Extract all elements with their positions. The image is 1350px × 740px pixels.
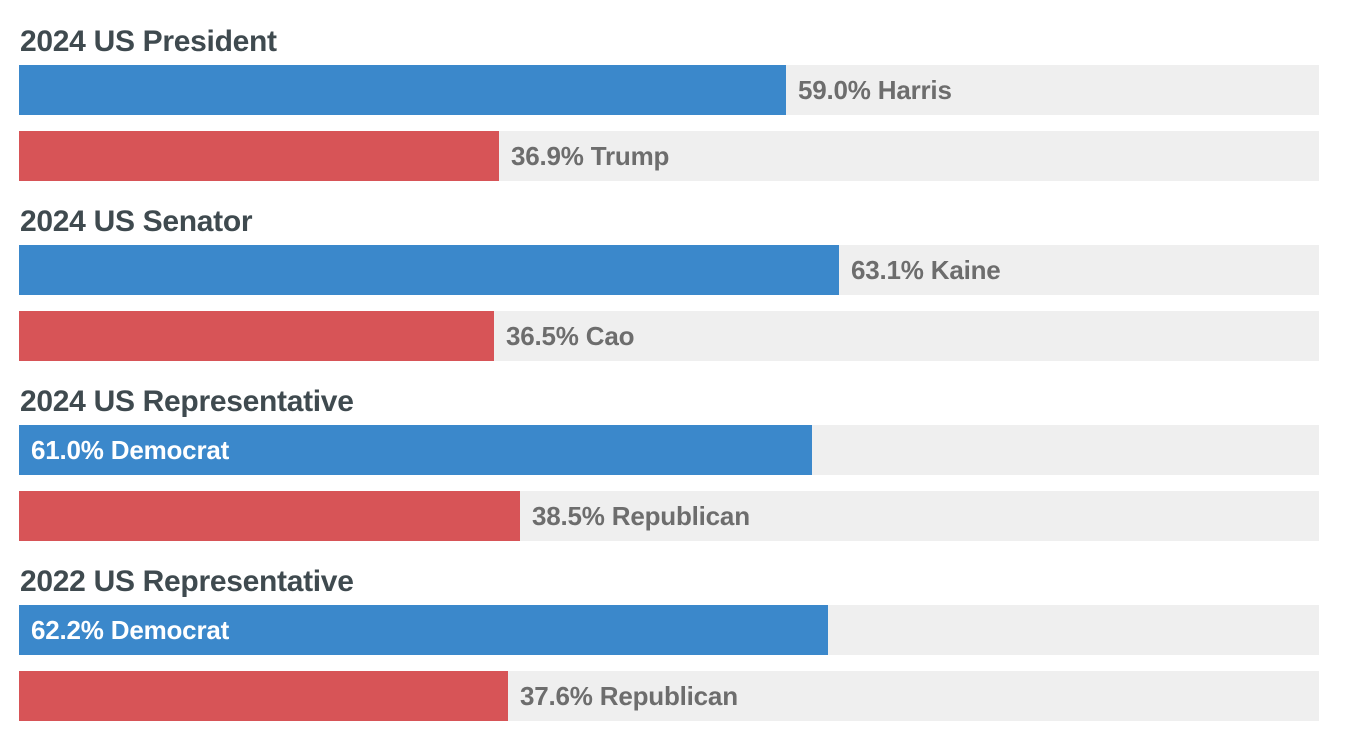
- race-title: 2024 US Senator: [20, 205, 253, 238]
- democrat-bar-track: 61.0% Democrat: [19, 425, 1319, 475]
- republican-bar-label: 37.6% Republican: [520, 681, 738, 711]
- democrat-bar-track: 63.1% Kaine: [19, 245, 1319, 295]
- democrat-bar-track: 59.0% Harris: [19, 65, 1319, 115]
- democrat-bar-track: 62.2% Democrat: [19, 605, 1319, 655]
- democrat-bar-label: 63.1% Kaine: [851, 255, 1001, 285]
- democrat-bar: [19, 65, 786, 115]
- race-group: 2024 US Senator 63.1% Kaine 36.5% Cao: [19, 198, 1319, 378]
- democrat-bar-label: 61.0% Democrat: [31, 435, 230, 465]
- race-group: 2024 US President 59.0% Harris 36.9% Trump: [19, 18, 1319, 198]
- election-results-chart: 2024 US President 59.0% Harris 36.9% Trump…: [19, 18, 1319, 738]
- republican-bar-label: 36.5% Cao: [506, 321, 635, 351]
- republican-bar-track: 38.5% Republican: [19, 491, 1319, 541]
- republican-bar-label: 38.5% Republican: [532, 501, 750, 531]
- race-group: 2022 US Representative 62.2% Democrat 37.6…: [19, 558, 1319, 738]
- democrat-bar: [19, 425, 812, 475]
- democrat-bar: [19, 605, 828, 655]
- republican-bar-label: 36.9% Trump: [511, 141, 670, 171]
- republican-bar: [19, 311, 494, 361]
- democrat-bar-label: 62.2% Democrat: [31, 615, 230, 645]
- democrat-bar: [19, 245, 839, 295]
- republican-bar: [19, 671, 508, 721]
- republican-bar-track: 37.6% Republican: [19, 671, 1319, 721]
- race-title: 2024 US President: [20, 25, 277, 58]
- democrat-bar-label: 59.0% Harris: [798, 75, 952, 105]
- republican-bar: [19, 131, 499, 181]
- race-title: 2024 US Representative: [20, 385, 354, 418]
- race-title: 2022 US Representative: [20, 565, 354, 598]
- republican-bar-track: 36.5% Cao: [19, 311, 1319, 361]
- republican-bar-track: 36.9% Trump: [19, 131, 1319, 181]
- race-group: 2024 US Representative 61.0% Democrat 38.5…: [19, 378, 1319, 558]
- republican-bar: [19, 491, 520, 541]
